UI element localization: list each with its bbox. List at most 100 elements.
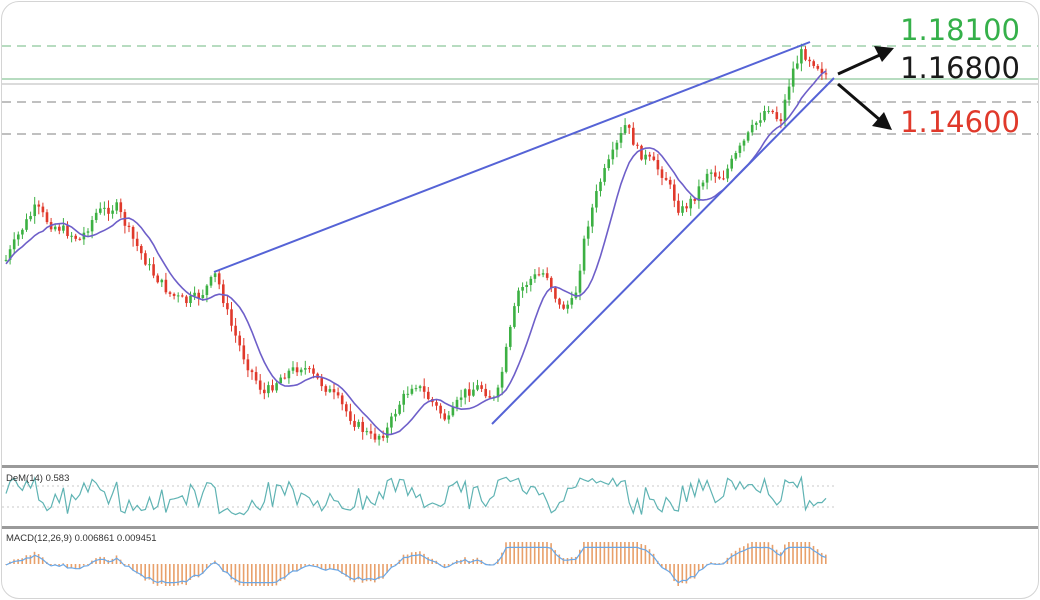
candle-body: [263, 389, 266, 394]
candle-body: [410, 388, 414, 394]
candle-body: [750, 124, 754, 133]
candle-body: [144, 253, 147, 265]
macd-bar: [181, 564, 183, 585]
candle-body: [824, 73, 828, 75]
macd-bar: [5, 564, 7, 565]
candle-body: [12, 239, 16, 250]
candles: [4, 43, 828, 446]
macd-bar: [226, 564, 228, 574]
dem-line: [5, 475, 827, 516]
candle-body: [447, 415, 451, 420]
candle-body: [738, 145, 742, 154]
macd-bar: [501, 552, 503, 564]
macd-bar: [652, 553, 655, 564]
candle-body: [578, 270, 582, 293]
macd-bar: [451, 562, 454, 564]
resistance-price-label: 1.18100: [900, 13, 1020, 47]
candle-body: [291, 367, 295, 371]
candle-body: [463, 389, 467, 398]
candle-body: [664, 177, 668, 180]
candle-body: [295, 367, 299, 373]
macd-histogram: [5, 542, 827, 586]
macd-bar: [825, 554, 827, 564]
macd-bar: [447, 564, 450, 566]
macd-bar: [255, 564, 257, 586]
candle-body: [222, 284, 225, 304]
candle-body: [554, 287, 557, 299]
candle-body: [734, 153, 738, 159]
candle-body: [353, 420, 356, 427]
macd-bar: [640, 544, 643, 564]
candle-body: [779, 119, 783, 122]
macd-bar: [251, 564, 253, 586]
macd-bar: [160, 564, 163, 584]
candle-body: [205, 285, 209, 296]
macd-bar: [406, 554, 409, 564]
macd-bar: [665, 564, 667, 570]
candle-body: [390, 416, 393, 428]
macd-bar: [62, 563, 64, 564]
macd-bar: [304, 564, 306, 566]
macd-bar: [550, 543, 552, 564]
macd-bar: [279, 564, 282, 582]
macd-bar: [476, 557, 479, 564]
macd-bar: [267, 564, 269, 586]
candle-body: [685, 206, 688, 209]
candle-body: [8, 249, 12, 260]
candle-body: [234, 325, 237, 336]
candle-body: [525, 285, 528, 288]
macd-bar: [177, 564, 179, 586]
macd-bar: [386, 564, 388, 573]
candle-body: [595, 191, 598, 208]
macd-bar: [615, 542, 618, 564]
macd-bar: [25, 555, 28, 564]
candle-body: [226, 303, 229, 310]
candle-body: [668, 179, 672, 185]
macd-bar: [443, 564, 446, 568]
macd-bar: [37, 554, 40, 564]
candle-body: [193, 292, 196, 296]
macd-bar: [234, 564, 237, 583]
macd-bar: [82, 564, 85, 566]
macd-bar: [587, 542, 589, 564]
macd-bar: [706, 563, 708, 565]
candle-body: [111, 210, 114, 214]
macd-bar: [423, 553, 425, 564]
macd-bar: [238, 564, 241, 586]
candle-body: [648, 154, 651, 157]
candle-body: [586, 226, 590, 239]
candle-body: [615, 142, 619, 150]
macd-bar: [788, 542, 790, 564]
candle-body: [304, 368, 307, 370]
macd-bar: [554, 550, 556, 564]
macd-bar: [792, 542, 794, 564]
candle-body: [783, 99, 787, 122]
panel-separator-1: [2, 465, 1038, 468]
candle-body: [25, 219, 28, 230]
candle-body: [517, 290, 520, 307]
macd-bar: [513, 542, 515, 564]
panel-separator-2: [2, 526, 1038, 529]
macd-bar: [673, 564, 675, 582]
candle-body: [632, 127, 635, 145]
macd-bar: [533, 542, 536, 564]
candle-body: [767, 110, 770, 112]
candle-body: [189, 295, 192, 304]
macd-bar: [41, 557, 44, 564]
candle-body: [566, 304, 569, 309]
candle-body: [730, 158, 733, 169]
candle-body: [435, 402, 438, 406]
macd-bar: [816, 549, 819, 564]
candle-body: [349, 411, 352, 421]
macd-bar: [378, 564, 380, 580]
macd-bar: [201, 564, 204, 575]
macd-bar: [374, 564, 376, 583]
candle-body: [66, 225, 69, 237]
candle-body: [131, 226, 135, 239]
macd-bar: [812, 545, 815, 564]
macd-bar: [636, 542, 638, 564]
macd-bar: [242, 564, 245, 586]
candle-body: [545, 273, 549, 278]
macd-bar: [128, 564, 130, 566]
